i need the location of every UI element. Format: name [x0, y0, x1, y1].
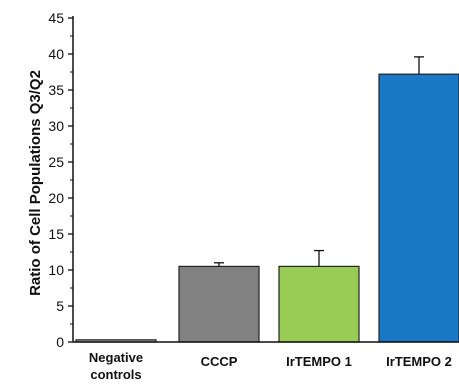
y-tick-label: 45 — [48, 10, 64, 26]
x-category-label: Negative — [89, 350, 143, 365]
y-tick-label: 25 — [48, 154, 64, 170]
error-bars-group — [214, 56, 424, 267]
bar — [178, 265, 260, 343]
x-axis: Negative controls CCCP IrTEMPO 1 IrTEMPO 2 — [73, 341, 459, 382]
x-category-label: controls — [90, 367, 141, 382]
y-tick-label: 40 — [48, 46, 64, 62]
y-axis-title: Ratio of Cell Populations Q3/Q2 — [27, 70, 44, 296]
y-tick-label: 35 — [48, 82, 64, 98]
y-tick-label: 15 — [48, 226, 64, 242]
bar — [278, 265, 360, 343]
y-tick-label: 0 — [56, 334, 64, 350]
bar — [378, 73, 459, 343]
x-category-label: CCCP — [201, 354, 238, 369]
x-category-label: IrTEMPO 2 — [386, 354, 452, 369]
y-axis: 0 5 10 15 20 25 30 35 40 45 — [48, 10, 74, 350]
y-tick-label: 20 — [48, 190, 64, 206]
y-tick-label: 10 — [48, 262, 64, 278]
x-category-label: IrTEMPO 1 — [286, 354, 352, 369]
y-tick-label: 30 — [48, 118, 64, 134]
y-tick-label: 5 — [56, 298, 64, 314]
bars-group — [75, 73, 459, 343]
